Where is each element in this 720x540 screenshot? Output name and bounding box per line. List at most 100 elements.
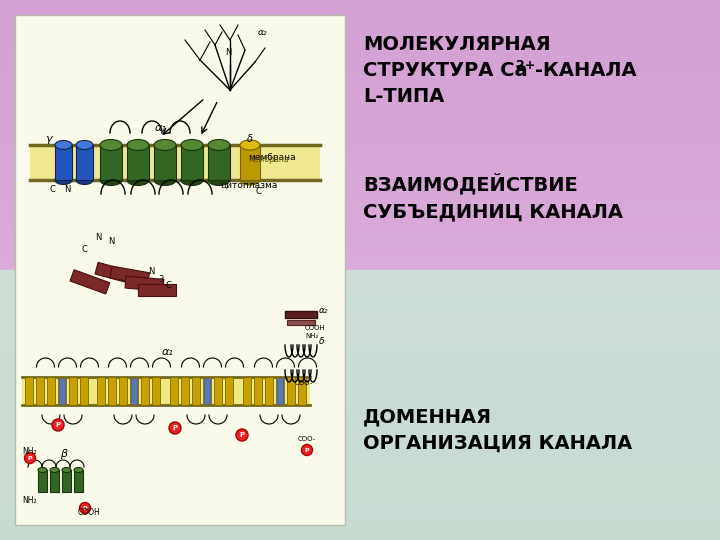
Bar bbox=[0, 225, 720, 229]
Bar bbox=[0, 63, 720, 68]
Bar bbox=[0, 256, 720, 261]
Bar bbox=[0, 176, 720, 180]
Text: N: N bbox=[225, 48, 231, 57]
Bar bbox=[0, 301, 720, 306]
Ellipse shape bbox=[208, 174, 230, 186]
Bar bbox=[0, 423, 720, 428]
Bar bbox=[0, 234, 720, 239]
Text: P: P bbox=[172, 425, 178, 431]
Bar bbox=[0, 382, 720, 387]
Bar bbox=[47, 377, 55, 405]
Bar bbox=[0, 239, 720, 243]
Bar bbox=[0, 310, 720, 315]
Text: β: β bbox=[60, 449, 67, 459]
Bar bbox=[214, 377, 222, 405]
Ellipse shape bbox=[127, 139, 149, 151]
Text: C: C bbox=[82, 245, 88, 254]
Bar bbox=[287, 320, 315, 325]
Text: МОЛЕКУЛЯРНАЯ: МОЛЕКУЛЯРНАЯ bbox=[363, 35, 551, 54]
Text: 3: 3 bbox=[158, 275, 163, 284]
Bar bbox=[0, 90, 720, 94]
Ellipse shape bbox=[76, 140, 93, 150]
Bar bbox=[0, 104, 720, 108]
Bar bbox=[0, 355, 720, 360]
Bar bbox=[0, 4, 720, 9]
Bar bbox=[0, 297, 720, 301]
Text: P: P bbox=[240, 432, 245, 438]
Circle shape bbox=[169, 422, 181, 434]
Bar bbox=[0, 252, 720, 256]
Bar bbox=[125, 276, 164, 291]
Bar bbox=[0, 144, 720, 148]
Bar bbox=[0, 9, 720, 14]
Bar bbox=[0, 468, 720, 472]
Bar bbox=[0, 158, 720, 162]
Ellipse shape bbox=[38, 468, 47, 472]
Bar bbox=[0, 193, 720, 198]
Bar bbox=[0, 284, 720, 288]
Bar bbox=[110, 266, 150, 285]
Bar bbox=[0, 450, 720, 455]
Bar bbox=[0, 459, 720, 463]
Bar bbox=[0, 531, 720, 536]
Text: α₂: α₂ bbox=[258, 28, 268, 37]
Bar bbox=[181, 377, 189, 405]
Bar bbox=[50, 470, 59, 492]
Bar bbox=[0, 243, 720, 247]
Text: L-ТИПА: L-ТИПА bbox=[363, 87, 444, 106]
Bar bbox=[0, 36, 720, 40]
Circle shape bbox=[24, 453, 35, 463]
Text: C: C bbox=[50, 185, 56, 194]
Text: 2+: 2+ bbox=[516, 59, 536, 72]
Bar bbox=[170, 377, 178, 405]
Bar bbox=[15, 15, 345, 525]
Bar bbox=[0, 23, 720, 27]
Bar bbox=[58, 377, 66, 405]
Bar bbox=[100, 145, 122, 180]
Bar bbox=[0, 85, 720, 90]
Ellipse shape bbox=[100, 174, 122, 186]
Bar bbox=[141, 377, 149, 405]
Ellipse shape bbox=[50, 468, 59, 472]
Text: P: P bbox=[305, 448, 310, 453]
Bar bbox=[25, 377, 33, 405]
Bar bbox=[0, 148, 720, 153]
Bar bbox=[0, 509, 720, 513]
Bar bbox=[0, 446, 720, 450]
Bar bbox=[285, 311, 317, 318]
Bar bbox=[0, 274, 720, 279]
Bar bbox=[181, 145, 203, 180]
Bar bbox=[0, 68, 720, 72]
Bar bbox=[0, 50, 720, 54]
Ellipse shape bbox=[74, 468, 83, 472]
Bar bbox=[0, 328, 720, 333]
Bar bbox=[0, 18, 720, 23]
Ellipse shape bbox=[127, 174, 149, 186]
Bar bbox=[22, 377, 310, 405]
Bar bbox=[0, 428, 720, 432]
Text: N: N bbox=[64, 185, 71, 194]
Bar bbox=[0, 315, 720, 320]
Bar bbox=[0, 126, 720, 131]
Bar bbox=[0, 220, 720, 225]
Bar bbox=[97, 377, 105, 405]
Bar bbox=[152, 377, 160, 405]
Text: α₁: α₁ bbox=[162, 347, 174, 357]
Bar bbox=[74, 470, 83, 492]
Bar bbox=[0, 409, 720, 414]
Bar bbox=[0, 333, 720, 338]
Bar bbox=[0, 166, 720, 171]
Bar bbox=[0, 401, 720, 405]
Text: -КАНАЛА: -КАНАЛА bbox=[535, 61, 636, 80]
Bar bbox=[0, 279, 720, 284]
Bar bbox=[0, 396, 720, 401]
Bar bbox=[0, 135, 720, 139]
Bar bbox=[265, 377, 273, 405]
Bar bbox=[254, 377, 262, 405]
Bar bbox=[0, 342, 720, 347]
Circle shape bbox=[236, 429, 248, 441]
Text: C: C bbox=[166, 281, 172, 290]
Bar bbox=[277, 378, 283, 404]
Bar bbox=[55, 145, 72, 180]
Bar bbox=[0, 432, 720, 436]
